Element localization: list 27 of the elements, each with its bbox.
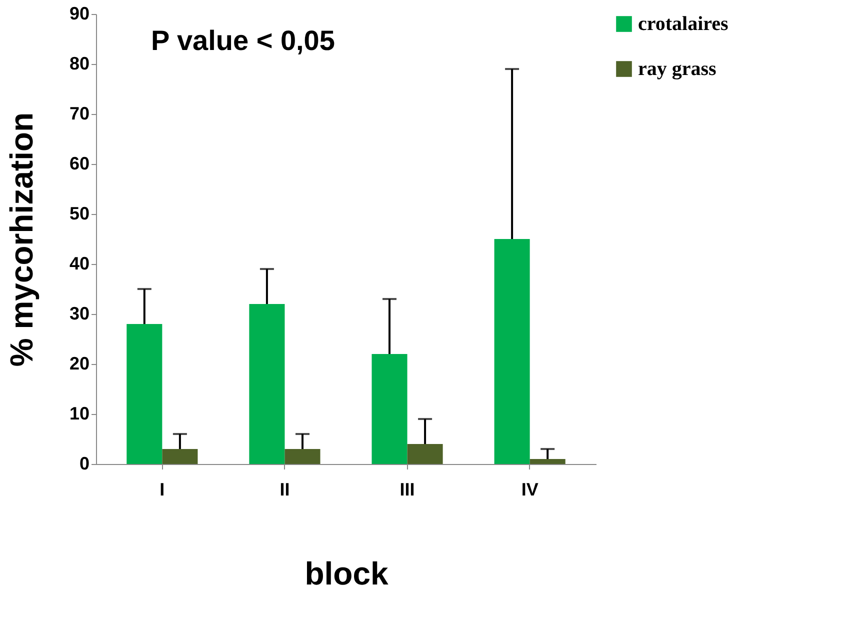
bar [494,239,530,464]
bar [372,354,408,464]
y-tick-label: 90 [69,4,90,24]
x-tick-label: III [400,480,415,500]
x-axis-title: block [304,556,388,592]
bar [162,449,198,464]
annotation: P value < 0,05 [151,25,335,56]
y-tick-label: 60 [69,154,90,174]
bar [284,449,320,464]
x-tick-label: IV [521,480,538,500]
y-tick-label: 80 [69,54,90,74]
y-tick-label: 10 [69,404,90,424]
y-tick-label: 50 [69,204,90,224]
y-tick-label: 30 [69,304,90,324]
y-tick-label: 70 [69,104,90,124]
legend-label: crotalaires [638,13,729,35]
bar [530,459,566,464]
bar [126,324,162,464]
y-tick-label: 20 [69,354,90,374]
y-tick-label: 0 [79,454,90,474]
x-tick-label: I [160,480,165,500]
bar [407,444,443,464]
y-axis-title: % mycorhization [3,112,40,367]
legend-label: ray grass [638,58,717,80]
y-tick-label: 40 [69,254,90,274]
x-tick-label: II [280,480,290,500]
bar [249,304,285,464]
